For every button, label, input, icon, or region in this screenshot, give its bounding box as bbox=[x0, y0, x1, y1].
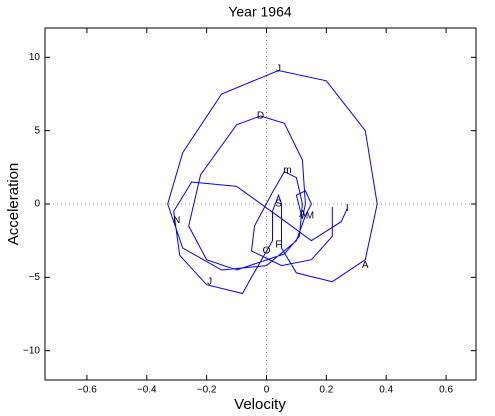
annotation: m bbox=[283, 165, 291, 176]
x-tick-label: −0.2 bbox=[197, 385, 217, 396]
x-axis-label: Velocity bbox=[234, 396, 286, 413]
y-tick-label: 10 bbox=[29, 52, 41, 63]
y-tick-label: 0 bbox=[34, 199, 40, 210]
annotation: M bbox=[306, 210, 314, 221]
x-tick-label: 0.2 bbox=[319, 385, 333, 396]
annotation: S bbox=[275, 199, 282, 210]
annotation: F bbox=[275, 240, 281, 251]
annotation: I bbox=[346, 203, 349, 214]
y-tick-label: 5 bbox=[34, 125, 40, 136]
annotation: O bbox=[263, 246, 271, 257]
chart-title: Year 1964 bbox=[228, 4, 292, 20]
curve bbox=[167, 69, 378, 295]
annotation: J bbox=[276, 64, 281, 75]
y-axis-label: Acceleration bbox=[5, 163, 22, 246]
x-tick-label: 0 bbox=[264, 385, 270, 396]
annotation: A bbox=[362, 260, 369, 271]
x-tick-label: −0.6 bbox=[77, 385, 97, 396]
x-tick-label: −0.4 bbox=[137, 385, 157, 396]
y-tick-label: −5 bbox=[29, 272, 41, 283]
annotation: N bbox=[173, 215, 180, 226]
x-tick-label: 0.4 bbox=[379, 385, 393, 396]
annotation: D bbox=[257, 111, 264, 122]
annotation: A bbox=[299, 209, 306, 220]
x-tick-label: 0.6 bbox=[439, 385, 453, 396]
plot-frame bbox=[44, 27, 477, 381]
y-tick-label: −10 bbox=[23, 345, 40, 356]
annotation: J bbox=[207, 276, 212, 287]
